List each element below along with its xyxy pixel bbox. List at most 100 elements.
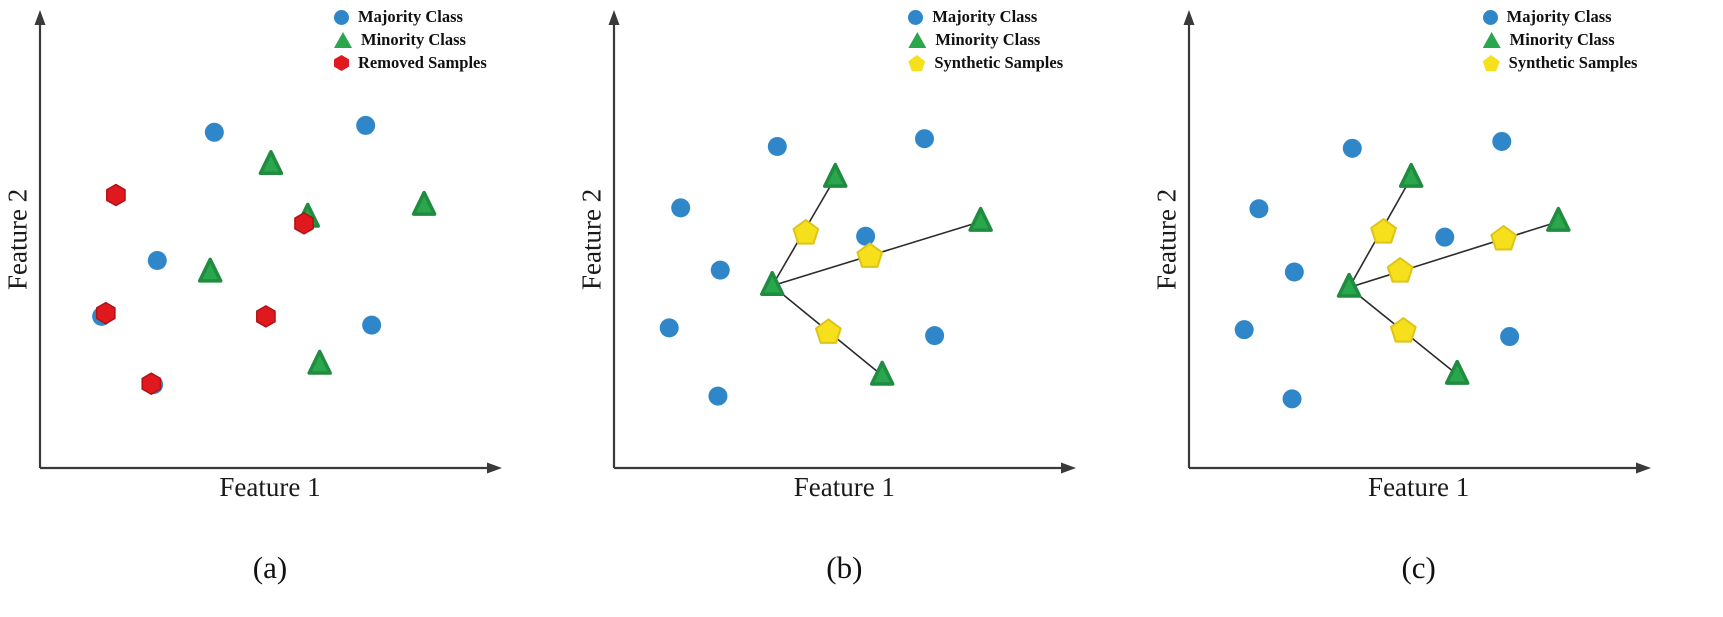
panel-a: Feature 2 Feature 1 Majority Class Minor…: [0, 0, 574, 617]
majority-point: [1499, 327, 1519, 347]
legend-item-minority: Minority Class: [1482, 29, 1638, 51]
minority-point: [258, 150, 284, 176]
x-axis-label: Feature 1: [219, 472, 321, 502]
legend-label: Minority Class: [1509, 30, 1615, 49]
connector-line: [1348, 220, 1559, 289]
majority-point: [660, 318, 680, 338]
minority-class-marker-icon: [908, 32, 927, 48]
removed-point: [106, 183, 126, 207]
synthetic-samples-marker-icon: [1482, 55, 1500, 71]
chart-wrap-a: Feature 2 Feature 1 Majority Class Minor…: [0, 0, 574, 548]
majority-point: [1234, 320, 1254, 340]
chart-wrap-c: Feature 2 Feature 1 Majority Class Minor…: [1149, 0, 1723, 548]
majority-point: [1284, 262, 1304, 282]
removed-samples-marker-icon: [334, 55, 349, 71]
legend-item-minority: Minority Class: [908, 29, 1063, 51]
scatter-chart-b: [608, 10, 1077, 474]
legend-item-minority: Minority Class: [334, 29, 487, 51]
legend-item-majority: Majority Class: [1482, 6, 1638, 28]
y-axis-arrow-icon: [1183, 10, 1195, 25]
scatter-chart-a: [34, 10, 502, 474]
legend-label: Majority Class: [358, 7, 463, 26]
majority-point: [768, 136, 788, 156]
legend-item-removed: Removed Samples: [334, 52, 487, 74]
legend-label: Synthetic Samples: [1508, 53, 1638, 72]
majority-point: [147, 251, 167, 271]
y-axis-label: Feature 2: [576, 188, 607, 290]
legend-item-synthetic: Synthetic Samples: [1482, 52, 1638, 74]
synthetic-point: [1369, 218, 1397, 244]
x-axis-arrow-icon: [1635, 462, 1651, 474]
minority-class-marker-icon: [334, 32, 352, 48]
majority-point: [915, 129, 935, 149]
majority-class-marker-icon: [1482, 9, 1498, 25]
minority-point: [760, 270, 785, 296]
majority-class-marker-icon: [334, 9, 349, 25]
majority-point: [204, 122, 224, 142]
majority-point: [1282, 389, 1302, 409]
removed-point: [95, 301, 116, 325]
synthetic-point: [1389, 317, 1417, 343]
minority-point: [1336, 272, 1361, 298]
majority-point: [362, 315, 382, 335]
majority-point: [925, 326, 945, 346]
panel-b: Feature 2 Feature 1 Majority Class Minor…: [574, 0, 1148, 617]
majority-point: [1342, 138, 1362, 158]
panel-caption: (c): [1401, 550, 1436, 585]
minority-point: [307, 349, 332, 375]
removed-point: [256, 305, 276, 328]
majority-point: [356, 115, 376, 135]
minority-point: [823, 162, 848, 188]
panel-c: Feature 2 Feature 1 Majority Class Minor…: [1149, 0, 1723, 617]
majority-point: [671, 198, 691, 218]
legend: Majority Class Minority Class Synthetic …: [1482, 6, 1638, 74]
scatter-chart-c: [1183, 10, 1651, 474]
legend: Majority Class Minority Class Synthetic …: [908, 6, 1063, 74]
majority-point: [1434, 227, 1454, 247]
minority-point: [968, 206, 994, 232]
panel-caption: (a): [252, 550, 288, 585]
legend-label: Majority Class: [932, 7, 1038, 26]
y-axis-arrow-icon: [608, 10, 620, 25]
y-axis-label: Feature 2: [1151, 188, 1182, 290]
minority-point: [411, 190, 437, 216]
legend-label: Minority Class: [361, 30, 466, 49]
minority-point: [1398, 162, 1424, 188]
legend-label: Majority Class: [1506, 7, 1612, 26]
legend-item-majority: Majority Class: [334, 6, 487, 28]
legend-item-synthetic: Synthetic Samples: [908, 52, 1063, 74]
removed-point: [141, 372, 162, 395]
legend: Majority Class Minority Class Removed Sa…: [334, 6, 487, 74]
legend-label: Minority Class: [935, 30, 1041, 49]
x-axis-label: Feature 1: [793, 472, 895, 502]
majority-point: [856, 226, 876, 246]
synthetic-point: [1489, 225, 1517, 251]
majority-class-marker-icon: [908, 9, 924, 25]
y-axis-arrow-icon: [34, 10, 46, 25]
majority-point: [1491, 131, 1511, 151]
legend-label: Removed Samples: [358, 53, 487, 72]
minority-point: [870, 360, 895, 386]
x-axis-label: Feature 1: [1368, 472, 1470, 502]
minority-point: [1545, 206, 1571, 232]
minority-point: [1444, 359, 1470, 385]
synthetic-point: [815, 318, 843, 344]
majority-point: [1249, 199, 1269, 219]
synthetic-point: [1386, 257, 1414, 283]
legend-item-majority: Majority Class: [908, 6, 1063, 28]
x-axis-arrow-icon: [487, 462, 502, 474]
synthetic-point: [792, 219, 820, 245]
y-axis-label: Feature 2: [2, 188, 33, 290]
synthetic-point: [856, 242, 884, 268]
chart-wrap-b: Feature 2 Feature 1 Majority Class Minor…: [574, 0, 1148, 548]
minority-point: [197, 257, 223, 283]
removed-point: [294, 212, 314, 235]
majority-point: [711, 260, 731, 280]
majority-point: [708, 386, 728, 406]
panel-caption: (b): [826, 550, 863, 585]
legend-label: Synthetic Samples: [934, 53, 1064, 72]
x-axis-arrow-icon: [1061, 462, 1077, 474]
synthetic-samples-marker-icon: [908, 55, 926, 71]
minority-class-marker-icon: [1482, 32, 1501, 48]
